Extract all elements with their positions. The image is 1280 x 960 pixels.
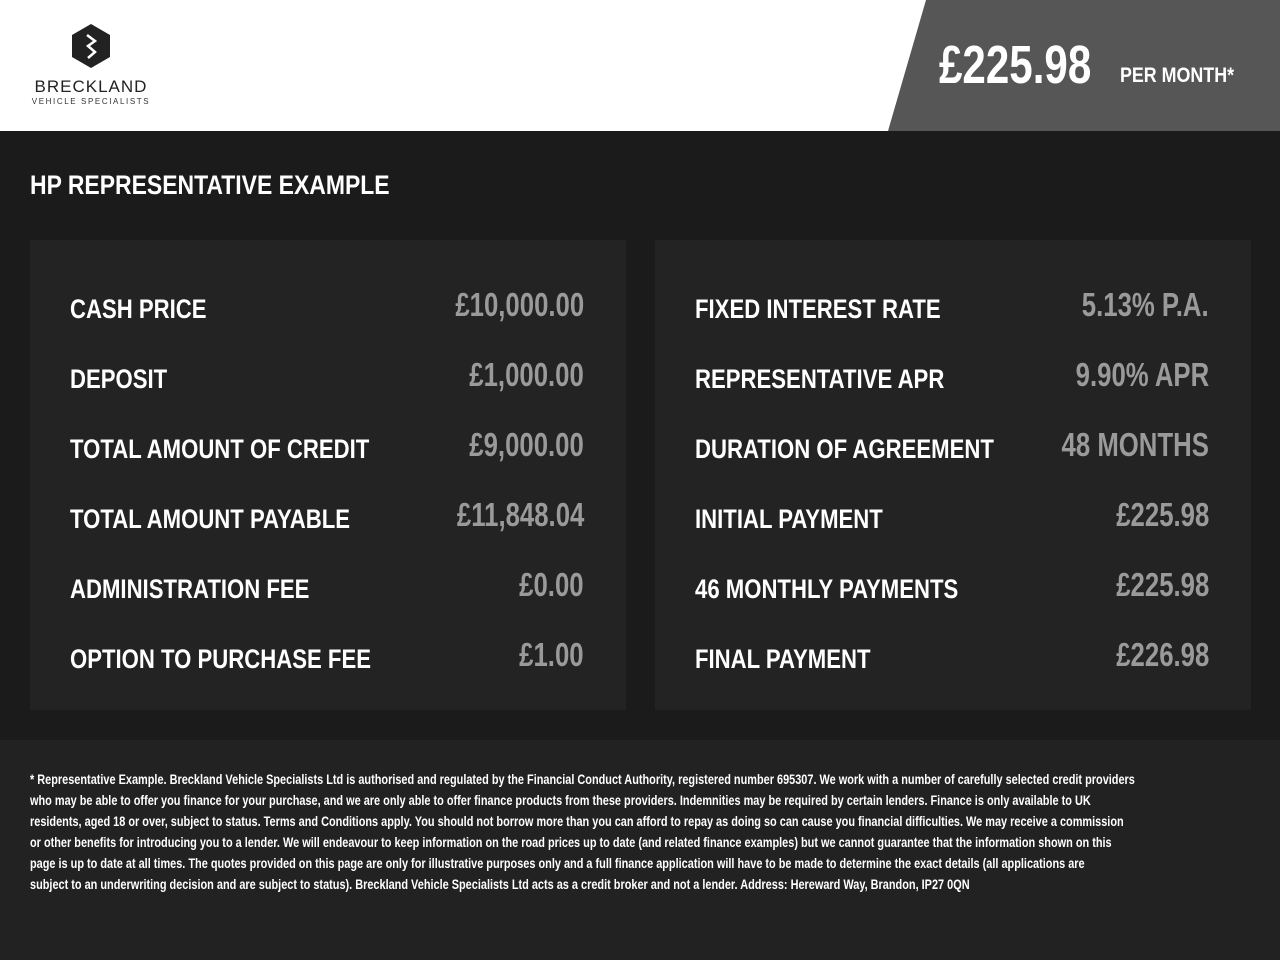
brand-name: BRECKLAND <box>34 77 148 96</box>
page-title: HP REPRESENTATIVE EXAMPLE <box>30 170 390 200</box>
row-value: £9,000.00 <box>469 426 584 463</box>
finance-row: DURATION OF AGREEMENT 48 MONTHS <box>695 426 1209 470</box>
hexagon-logo-icon <box>72 24 110 68</box>
finance-row: INITIAL PAYMENT £225.98 <box>695 496 1209 540</box>
logo[interactable]: BRECKLAND VEHICLE SPECIALISTS <box>28 24 154 106</box>
row-value: £1.00 <box>519 636 584 673</box>
row-label: TOTAL AMOUNT PAYABLE <box>70 504 351 534</box>
header: BRECKLAND VEHICLE SPECIALISTS £225.98 PE… <box>0 0 1280 131</box>
row-label: INITIAL PAYMENT <box>695 504 883 534</box>
row-label: OPTION TO PURCHASE FEE <box>70 644 371 674</box>
right-panel: FIXED INTEREST RATE 5.13% P.A. REPRESENTAT… <box>655 240 1251 710</box>
finance-row: TOTAL AMOUNT PAYABLE £11,848.04 <box>70 496 584 540</box>
row-value: £225.98 <box>1115 566 1209 603</box>
finance-row: CASH PRICE £10,000.00 <box>70 286 584 330</box>
row-label: ADMINISTRATION FEE <box>70 574 310 604</box>
finance-row: REPRESENTATIVE APR 9.90% APR <box>695 356 1209 400</box>
finance-row: ADMINISTRATION FEE £0.00 <box>70 566 584 610</box>
monthly-price-box <box>888 0 1280 131</box>
finance-row: 46 MONTHLY PAYMENTS £225.98 <box>695 566 1209 610</box>
row-label: FINAL PAYMENT <box>695 644 871 674</box>
finance-row: FINAL PAYMENT £226.98 <box>695 636 1209 680</box>
row-value: 9.90% APR <box>1075 356 1209 393</box>
row-label: REPRESENTATIVE APR <box>695 364 945 394</box>
row-label: TOTAL AMOUNT OF CREDIT <box>70 434 370 464</box>
finance-row: DEPOSIT £1,000.00 <box>70 356 584 400</box>
row-value: £226.98 <box>1115 636 1209 673</box>
disclaimer-line: who may be able to offer you finance for… <box>30 792 1091 808</box>
row-value: £11,848.04 <box>456 496 584 533</box>
row-value: £0.00 <box>519 566 584 603</box>
left-panel: CASH PRICE £10,000.00 DEPOSIT £1,000.00 TOTA… <box>30 240 626 710</box>
disclaimer-line: * Representative Example. Breckland Vehi… <box>30 771 1135 787</box>
row-value: 5.13% P.A. <box>1082 286 1209 323</box>
row-label: FIXED INTEREST RATE <box>695 294 941 324</box>
row-label: CASH PRICE <box>70 294 207 324</box>
row-value: £225.98 <box>1115 496 1209 533</box>
disclaimer-line: residents, aged 18 or over, subject to s… <box>30 813 1124 829</box>
row-value: £10,000.00 <box>455 286 584 323</box>
disclaimer: * Representative Example. Breckland Vehi… <box>0 740 1280 960</box>
row-value: £1,000.00 <box>469 356 584 393</box>
row-label: 46 MONTHLY PAYMENTS <box>695 574 959 604</box>
disclaimer-line: subject to an underwriting decision and … <box>30 876 970 892</box>
brand-subtitle: VEHICLE SPECIALISTS <box>31 97 151 106</box>
disclaimer-line: page is up to date at all times. The quo… <box>30 855 1085 871</box>
monthly-price: £225.98 <box>939 35 1092 95</box>
row-label: DURATION OF AGREEMENT <box>695 434 994 464</box>
finance-row: TOTAL AMOUNT OF CREDIT £9,000.00 <box>70 426 584 470</box>
row-value: 48 MONTHS <box>1061 426 1209 463</box>
row-label: DEPOSIT <box>70 364 168 394</box>
finance-row: OPTION TO PURCHASE FEE £1.00 <box>70 636 584 680</box>
disclaimer-line: or other benefits for introducing you to… <box>30 834 1112 850</box>
per-month-label: PER MONTH* <box>1120 64 1235 87</box>
finance-row: FIXED INTEREST RATE 5.13% P.A. <box>695 286 1209 330</box>
